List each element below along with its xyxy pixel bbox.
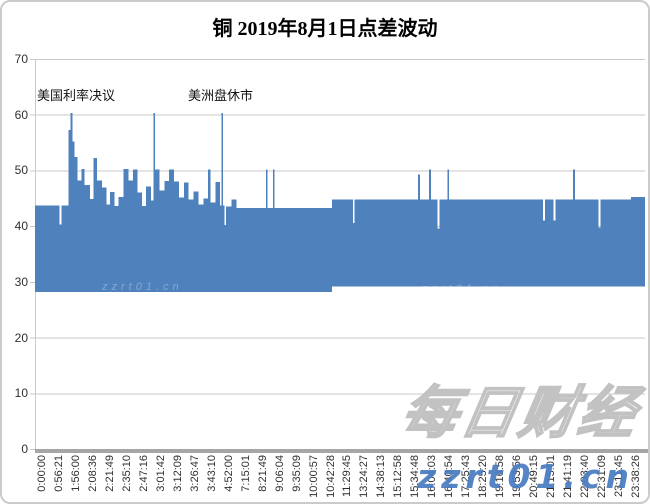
x-tick-label: 10:42:28: [324, 455, 337, 498]
x-tick-label: 13:24:27: [358, 455, 371, 498]
x-tick-label: 15:12:58: [392, 455, 405, 498]
x-tick-label: 3:26:47: [188, 455, 201, 492]
x-tick-label: 21:41:19: [561, 455, 574, 498]
x-tick-label: 22:31:09: [595, 455, 608, 498]
x-tick-label: 7:15:01: [239, 455, 252, 492]
x-tick-label: 2:47:16: [138, 455, 151, 492]
y-tick-label: 30: [14, 274, 28, 289]
y-tick-label: 70: [14, 52, 28, 66]
x-tick-label: 16:40:54: [443, 455, 456, 498]
x-tick-label: 3:01:42: [155, 455, 168, 492]
x-tick-label: 23:38:26: [629, 455, 642, 498]
y-tick-label: 10: [14, 386, 28, 401]
chart-title: 铜 2019年8月1日点差波动: [212, 18, 438, 40]
x-tick-label: 11:29:45: [341, 455, 354, 498]
annotation-americas-market-closed: 美洲盘休市: [188, 88, 254, 103]
x-tick-label: 16:04:03: [426, 455, 439, 498]
y-tick-label: 20: [14, 330, 28, 345]
x-tick-label: 1:56:00: [70, 455, 83, 492]
x-tick-label: 8:21:49: [256, 455, 269, 492]
x-tick-label: 17:25:43: [460, 455, 473, 498]
y-tick-label: 0: [21, 442, 28, 456]
x-tick-label: 20:49:15: [527, 455, 540, 498]
x-tick-label: 4:52:00: [222, 455, 235, 492]
y-axis-labels: 0 10 20 30 40 50 60 70: [2, 2, 29, 502]
x-tick-label: 0:00:00: [36, 455, 49, 492]
watermark-inner-right: zzrt01.cn: [422, 283, 503, 295]
x-tick-label: 22:03:40: [578, 455, 591, 498]
x-tick-label: 3:12:09: [172, 455, 185, 492]
x-tick-label: 0:56:21: [53, 455, 66, 492]
x-tick-label: 9:06:04: [273, 455, 286, 492]
x-tick-label: 19:16:58: [493, 455, 506, 498]
x-tick-label: 18:25:20: [477, 455, 490, 498]
x-tick-label: 21:15:01: [544, 455, 557, 498]
watermark-inner-left: zzrt01.cn: [102, 281, 183, 293]
x-tick-label: 2:08:36: [87, 455, 100, 492]
x-tick-label: 9:35:09: [290, 455, 303, 492]
x-tick-label: 15:34:48: [409, 455, 422, 498]
y-tick-label: 60: [14, 107, 28, 122]
x-tick-label: 19:53:56: [510, 455, 523, 498]
x-tick-label: 2:21:49: [104, 455, 117, 492]
x-tick-label: 23:11:45: [612, 455, 625, 498]
x-tick-label: 14:38:13: [375, 455, 388, 498]
x-tick-label: 2:35:10: [121, 455, 134, 492]
annotation-us-rate-decision: 美国利率决议: [37, 88, 116, 103]
x-tick-label: 10:00:57: [307, 455, 320, 498]
x-tick-label: 3:43:10: [205, 455, 218, 492]
y-tick-label: 50: [14, 163, 28, 178]
y-tick-label: 40: [14, 219, 28, 234]
